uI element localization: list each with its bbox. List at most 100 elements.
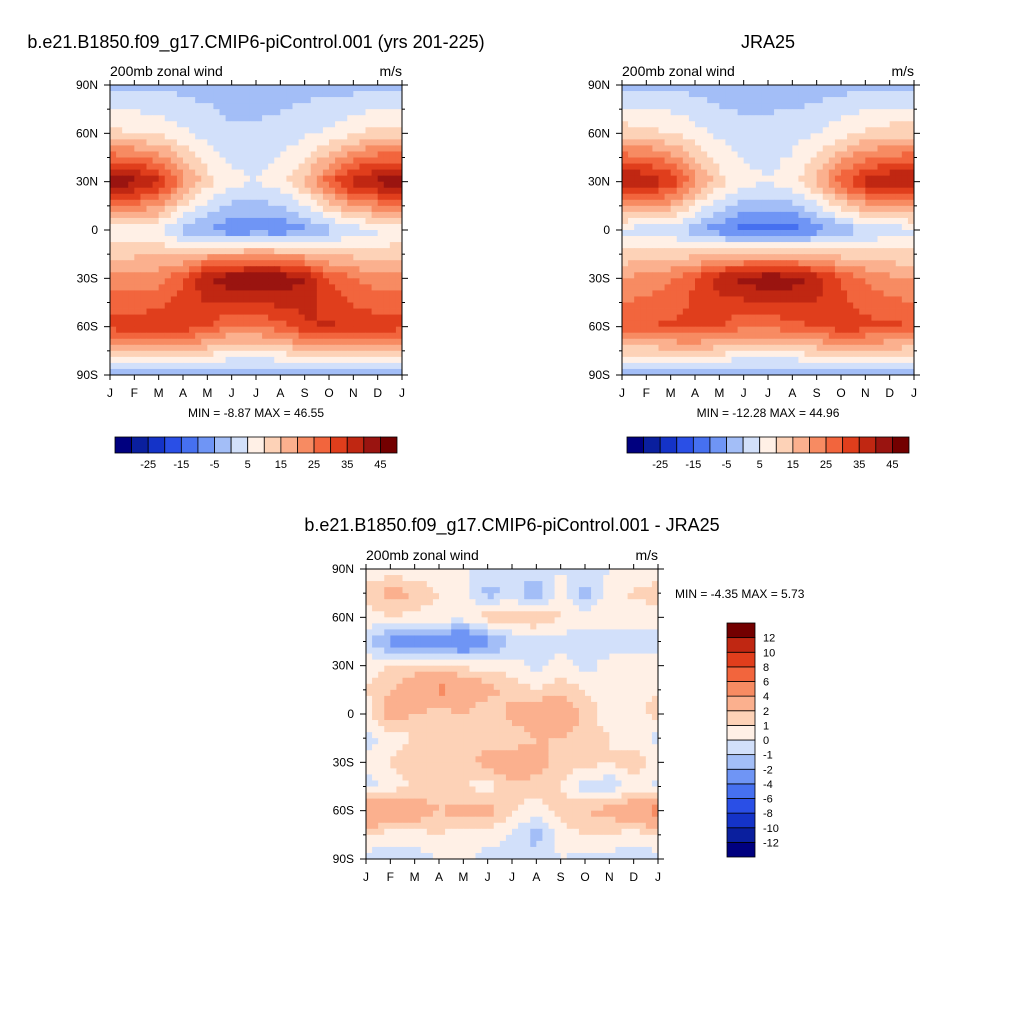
field-cell [822, 242, 830, 249]
field-cell [176, 308, 184, 315]
field-cell [871, 109, 878, 116]
field-cell [310, 242, 318, 249]
field-cell [640, 157, 647, 164]
field-cell [164, 314, 172, 322]
field-cell [262, 223, 269, 231]
field-cell [371, 356, 379, 364]
field-cell [883, 308, 891, 315]
field-cell [274, 272, 281, 279]
field-cell [316, 211, 324, 219]
field-cell [810, 217, 818, 225]
field-cell [682, 169, 690, 177]
field-cell [383, 242, 391, 249]
field-cell [780, 115, 787, 122]
field-cell [347, 332, 354, 340]
field-cell [158, 217, 166, 225]
field-cell [743, 296, 751, 303]
field-cell [853, 278, 860, 285]
field-cell [670, 97, 678, 104]
field-cell [268, 260, 275, 267]
field-cell [256, 362, 263, 370]
field-cell [841, 199, 848, 207]
field-cell [749, 133, 757, 140]
field-cell [871, 145, 878, 152]
field-cell [804, 356, 811, 364]
field-cell [280, 91, 287, 98]
field-cell [682, 115, 690, 122]
field-cell [213, 350, 220, 358]
field-cell [329, 314, 336, 322]
field-cell [310, 133, 318, 140]
field-cell [152, 302, 160, 309]
field-cell [749, 145, 757, 152]
field-cell [116, 205, 123, 213]
field-cell [225, 163, 233, 170]
field-cell [219, 362, 226, 370]
field-cell [249, 302, 257, 309]
field-cell [859, 344, 866, 352]
field-cell [134, 356, 141, 364]
field-cell [110, 290, 117, 297]
field-cell [304, 151, 312, 158]
field-cell [768, 290, 775, 297]
field-cell [792, 199, 799, 207]
field-cell [841, 290, 848, 297]
field-cell [371, 193, 379, 201]
field-cell [304, 217, 312, 225]
field-cell [146, 290, 153, 297]
field-cell [377, 362, 385, 370]
field-cell [883, 344, 891, 352]
field-cell [907, 356, 915, 364]
field-cell [243, 344, 251, 352]
field-cell [219, 175, 226, 183]
field-cell [231, 151, 239, 158]
field-cell [383, 109, 391, 116]
field-cell [695, 211, 702, 219]
field-cell [755, 121, 763, 128]
field-cell [628, 302, 635, 309]
field-cell [201, 115, 208, 122]
field-cell [743, 290, 751, 297]
colorbar-swatch [313, 436, 332, 454]
field-cell [652, 266, 659, 273]
field-cell [316, 199, 324, 207]
field-cell [804, 320, 811, 328]
field-cell [847, 296, 854, 303]
field-cell [640, 254, 647, 261]
field-cell [286, 169, 293, 177]
field-cell [110, 350, 117, 358]
field-cell [359, 133, 366, 140]
field-cell [798, 302, 805, 309]
field-cell [695, 127, 702, 134]
field-cell [853, 175, 860, 183]
field-cell [183, 145, 190, 152]
field-cell [670, 302, 678, 309]
field-cell [676, 362, 684, 370]
field-cell [316, 230, 324, 237]
field-cell [286, 356, 293, 364]
field-cell [110, 266, 117, 273]
colorbar-swatch [626, 436, 644, 454]
field-cell [907, 332, 915, 340]
field-cell [737, 109, 745, 116]
field-cell [774, 242, 781, 249]
field-cell [622, 91, 629, 98]
field-cell [383, 344, 391, 352]
field-cell [280, 127, 287, 134]
field-cell [731, 205, 738, 213]
field-cell [658, 163, 665, 170]
field-cell [841, 85, 848, 92]
field-cell [865, 254, 872, 261]
field-cell [737, 230, 745, 237]
field-cell [152, 85, 160, 92]
field-cell [183, 230, 190, 237]
field-cell [798, 85, 805, 92]
field-cell [359, 169, 366, 177]
field-cell [701, 308, 708, 315]
field-cell [268, 308, 275, 315]
field-cell [359, 91, 366, 98]
field-cell [877, 187, 884, 195]
field-cell [713, 308, 720, 315]
field-cell [371, 278, 379, 285]
field-cell [231, 211, 239, 219]
